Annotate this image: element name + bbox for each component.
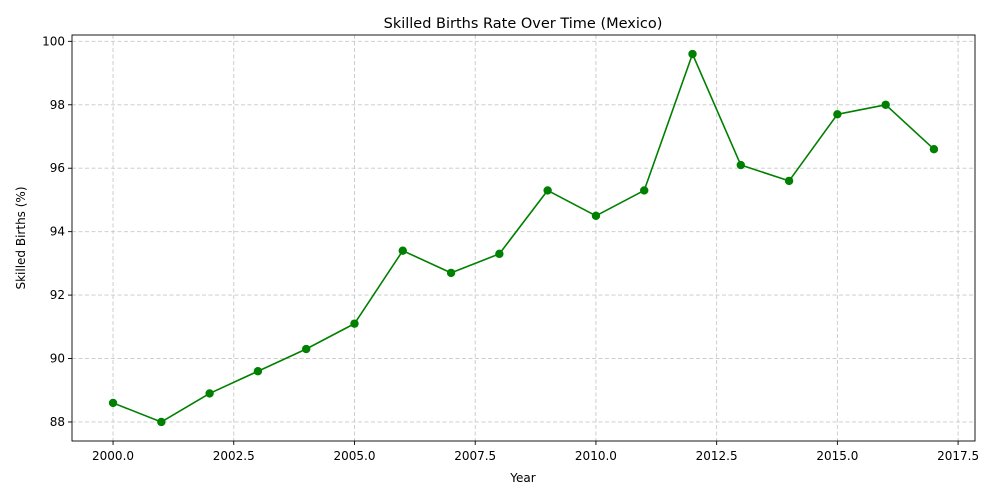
x-axis: 2000.0 2002.5 2005.0 2007.5 2010.0 2012.5 2015… [92, 441, 979, 463]
x-tick-label: 2017.5 [937, 449, 979, 463]
series-layer [108, 49, 939, 427]
x-tick-label: 2000.0 [92, 449, 134, 463]
data-point [784, 176, 794, 186]
chart-title: Skilled Births Rate Over Time (Mexico) [384, 16, 663, 32]
data-point [108, 398, 118, 408]
data-point [881, 100, 890, 109]
y-tick-label: 88 [50, 415, 65, 429]
data-point [205, 389, 214, 398]
x-tick-label: 2012.5 [696, 449, 738, 463]
y-tick-label: 90 [50, 352, 65, 366]
y-tick-label: 94 [50, 225, 65, 239]
series-line [112, 53, 935, 423]
x-tick-label: 2007.5 [454, 449, 496, 463]
grid-lines [72, 35, 975, 441]
data-point [640, 186, 649, 195]
y-tick-label: 96 [50, 161, 65, 175]
data-point [591, 211, 601, 220]
x-tick-label: 2002.5 [213, 449, 255, 463]
x-tick-label: 2005.0 [333, 449, 375, 463]
data-point [253, 367, 263, 376]
data-point [446, 268, 456, 278]
y-tick-label: 92 [50, 288, 65, 302]
data-point [302, 344, 311, 354]
y-tick-label: 100 [42, 34, 65, 48]
x-tick-label: 2010.0 [575, 449, 617, 463]
y-axis: 88 90 92 94 96 98 100 [42, 34, 72, 429]
data-point [350, 319, 359, 328]
x-axis-title: Year [509, 471, 535, 485]
data-point [833, 110, 842, 119]
data-point [543, 186, 552, 195]
data-point [157, 417, 166, 427]
data-point [736, 160, 745, 170]
plot-frame [71, 34, 976, 442]
data-point [929, 144, 939, 154]
data-point [398, 246, 407, 255]
x-tick-label: 2015.0 [816, 449, 858, 463]
y-tick-label: 98 [50, 98, 65, 112]
y-axis-title: Skilled Births (%) [14, 186, 28, 289]
data-point [495, 249, 504, 259]
data-point [688, 49, 697, 59]
